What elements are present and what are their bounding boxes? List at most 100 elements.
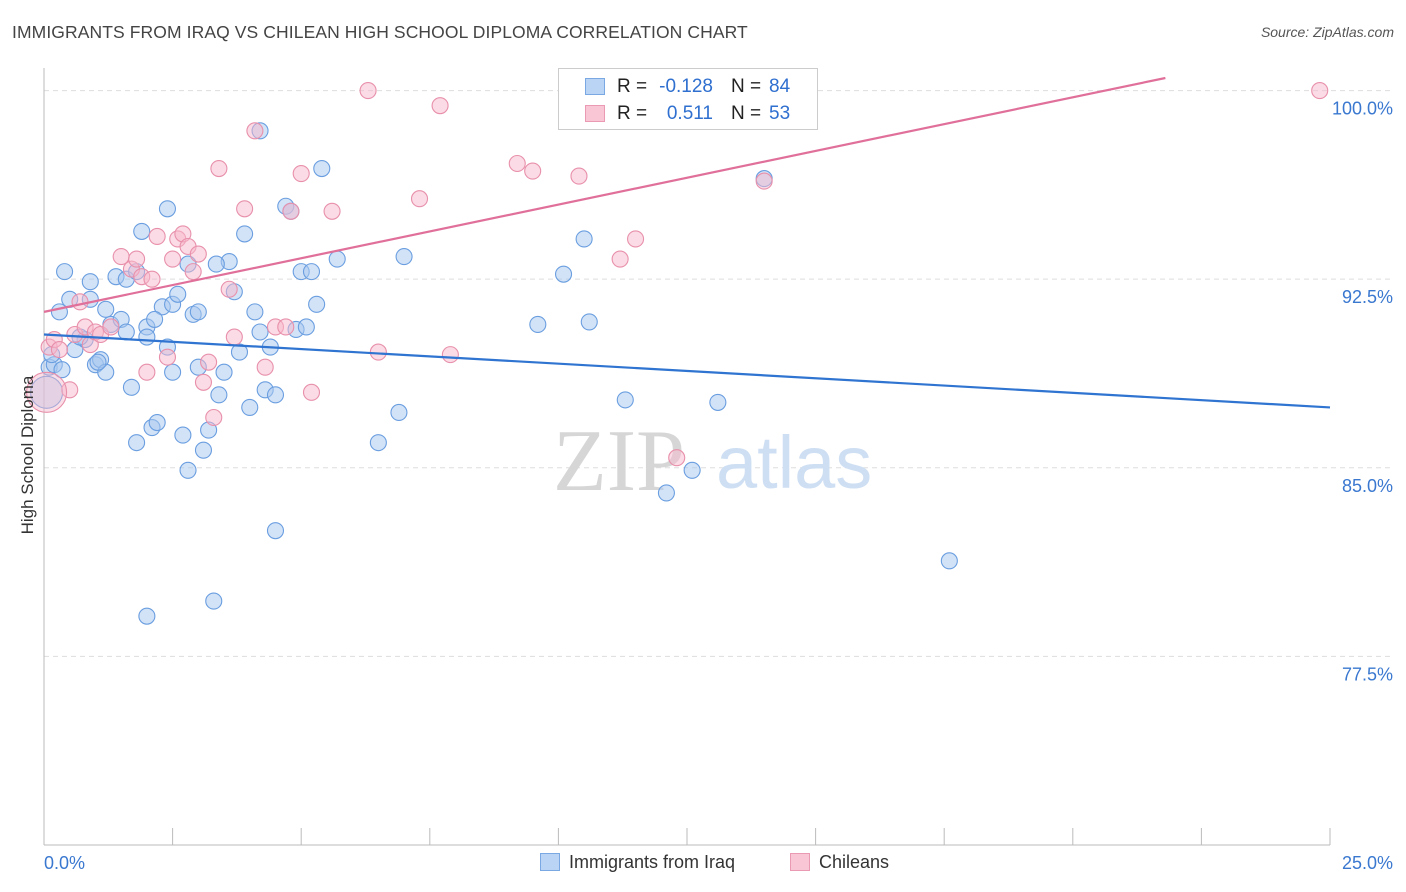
chilean-point <box>627 230 645 248</box>
chilean-point <box>128 250 146 268</box>
iraq-point <box>266 522 285 540</box>
chilean-point <box>236 200 254 218</box>
chilean-point <box>431 97 449 115</box>
legend-r-label: R = <box>617 76 648 97</box>
y-tick-label: 100.0% <box>1332 99 1393 119</box>
iraq-point <box>683 461 701 479</box>
iraq-point <box>297 318 315 336</box>
iraq-point <box>575 230 593 248</box>
chilean-point <box>323 202 341 220</box>
iraq-point <box>169 285 187 303</box>
legend-r-value: 0.511 <box>666 103 713 124</box>
bottom-legend-label-chilean: Chileans <box>819 852 890 872</box>
iraq-point <box>138 607 156 625</box>
iraq-point <box>89 353 107 371</box>
x-tick-label-min: 0.0% <box>44 853 85 873</box>
iraq-point <box>395 247 413 266</box>
iraq-point <box>241 398 259 416</box>
legend-swatch-pink <box>585 105 605 122</box>
chilean-trend-line <box>43 76 1166 313</box>
chilean-point <box>524 162 542 180</box>
legend-r-label: R = <box>617 103 648 124</box>
iraq-point <box>205 592 223 610</box>
chilean-point <box>164 250 182 268</box>
legend-row-chilean: R = 0.511 N = 53 <box>559 101 817 127</box>
series-iraq-points <box>30 122 958 625</box>
chilean-point <box>292 165 310 183</box>
chilean-point <box>302 383 321 401</box>
y-tick-label: 92.5% <box>1342 287 1393 307</box>
iraq-point <box>302 263 321 281</box>
watermark-atlas: atlas <box>716 421 872 504</box>
legend-r-value: -0.128 <box>659 76 713 97</box>
iraq-point <box>246 303 264 321</box>
bottom-legend-chilean: Chileans <box>790 852 889 873</box>
bottom-legend-swatch-pink <box>790 853 810 871</box>
chart-title: IMMIGRANTS FROM IRAQ VS CHILEAN HIGH SCH… <box>12 22 748 42</box>
chilean-point <box>668 449 686 467</box>
iraq-point <box>164 363 182 381</box>
x-tick-label-max: 25.0% <box>1342 853 1393 873</box>
iraq-point <box>616 391 634 409</box>
bottom-legend-iraq: Immigrants from Iraq <box>540 852 735 873</box>
iraq-point <box>940 552 958 570</box>
legend-n-label: N = <box>731 76 762 97</box>
iraq-point <box>657 484 675 502</box>
chilean-point <box>441 346 459 364</box>
legend-n-value: 53 <box>769 103 791 124</box>
chilean-point <box>102 318 120 336</box>
iraq-point <box>194 441 213 459</box>
chilean-point <box>184 263 202 281</box>
chilean-point <box>277 318 295 336</box>
iraq-point <box>236 225 254 243</box>
iraq-point <box>138 328 156 346</box>
iraq-point <box>148 413 166 432</box>
iraq-point <box>179 461 197 479</box>
legend-swatch-blue <box>585 78 605 95</box>
chilean-point <box>246 122 264 140</box>
iraq-point <box>146 310 164 328</box>
iraq-point <box>97 300 115 318</box>
iraq-point <box>390 403 408 422</box>
iraq-point <box>709 393 727 411</box>
chilean-point <box>210 159 228 178</box>
iraq-point <box>117 323 135 341</box>
bottom-legend-label-iraq: Immigrants from Iraq <box>569 852 736 872</box>
chilean-point <box>143 270 161 288</box>
y-tick-label: 85.0% <box>1342 476 1393 496</box>
chilean-point <box>225 328 243 346</box>
iraq-point <box>308 295 326 313</box>
chilean-point <box>755 172 773 190</box>
stats-legend: R = -0.128 N = 84 R = 0.511 N = 53 <box>558 68 818 130</box>
series-chilean-points <box>26 82 1329 467</box>
legend-n-value: 84 <box>769 76 791 97</box>
axes <box>43 68 1331 846</box>
chilean-point <box>359 82 377 100</box>
iraq-point <box>133 222 151 240</box>
trend-lines <box>43 76 1331 409</box>
y-tick-label: 77.5% <box>1342 664 1393 684</box>
iraq-point <box>53 361 71 379</box>
iraq-point <box>81 273 99 291</box>
chilean-point <box>611 250 629 268</box>
y-tick-labels: 77.5% 85.0% 92.5% 100.0% <box>1332 99 1393 685</box>
iraq-point <box>313 159 331 178</box>
chilean-point <box>50 341 68 359</box>
chilean-point <box>220 280 238 298</box>
iraq-point <box>266 386 285 404</box>
chilean-point <box>148 227 166 245</box>
chilean-point <box>508 154 526 173</box>
iraq-point <box>207 255 225 273</box>
chilean-point <box>189 245 207 263</box>
source-label: Source: ZipAtlas.com <box>1260 24 1394 40</box>
iraq-point <box>215 363 233 381</box>
iraq-point <box>122 378 140 396</box>
iraq-point <box>328 250 346 268</box>
iraq-point <box>189 303 207 321</box>
legend-n-label: N = <box>731 103 762 124</box>
iraq-point <box>230 343 249 361</box>
iraq-point <box>580 313 598 331</box>
iraq-point <box>369 434 387 452</box>
iraq-point <box>158 200 177 218</box>
chilean-point <box>194 373 213 391</box>
